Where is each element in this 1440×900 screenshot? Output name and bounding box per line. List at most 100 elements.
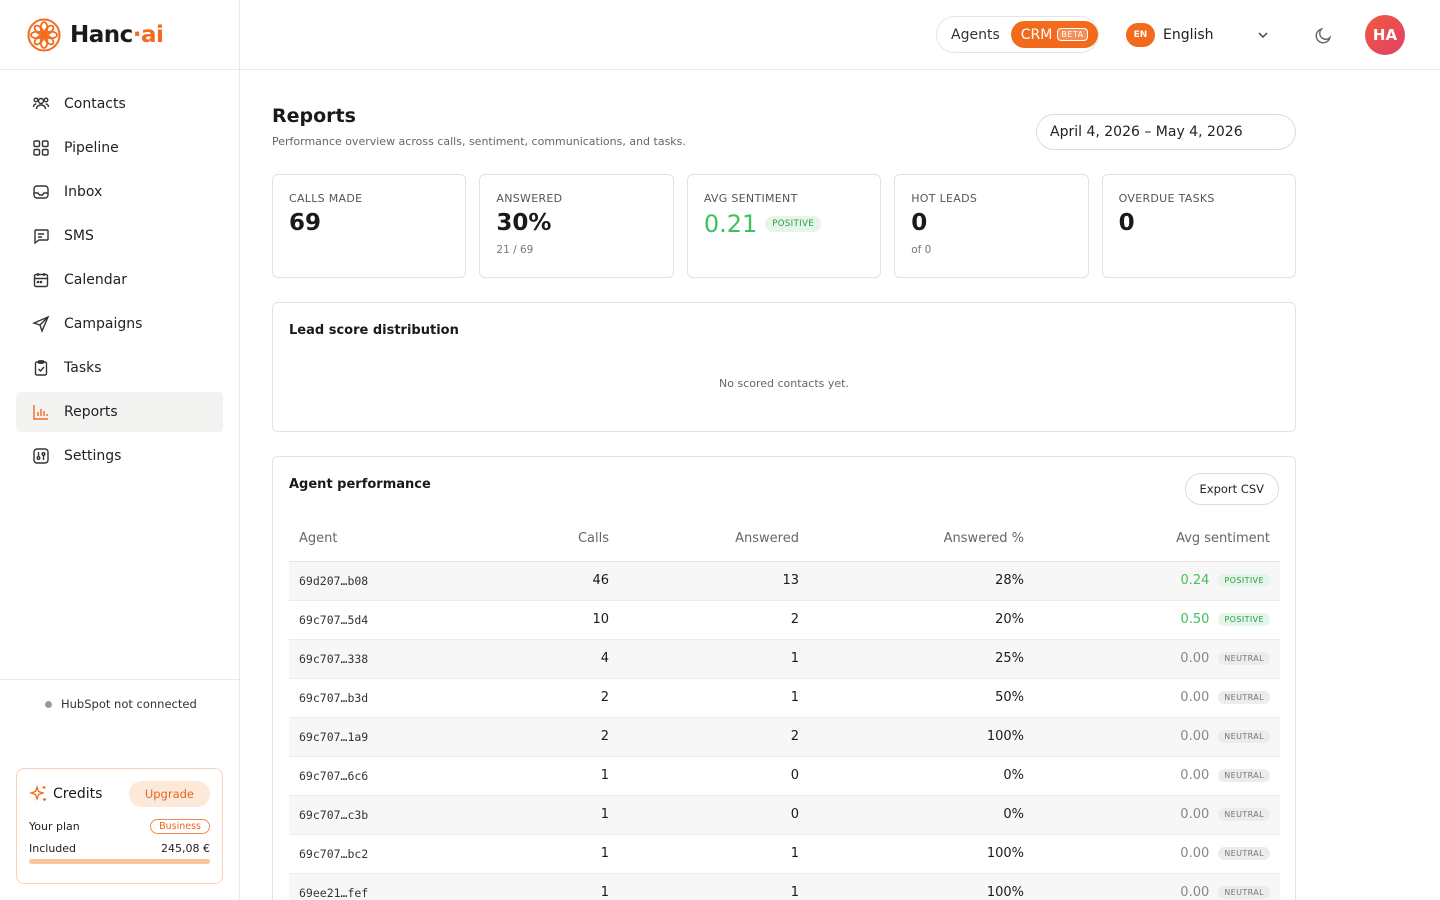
sentiment-value: 0.50 <box>1180 612 1210 627</box>
campaigns-icon <box>32 315 50 333</box>
column-header-agent[interactable]: Agent <box>289 517 489 562</box>
included-label: Included <box>29 842 77 855</box>
sentiment-value: 0.24 <box>1180 573 1210 588</box>
brand[interactable]: Hanc·ai <box>0 0 239 70</box>
stat-value: 0 <box>911 210 928 236</box>
sidebar-item-label: Campaigns <box>64 316 143 332</box>
brand-dot: · <box>132 21 142 48</box>
calls-cell: 1 <box>489 834 619 874</box>
table-row[interactable]: 69c707…338 4 1 25% 0.00 NEUTRAL <box>289 639 1280 679</box>
sidebar-item-label: SMS <box>64 228 94 244</box>
sidebar-item-contacts[interactable]: Contacts <box>16 84 223 124</box>
moon-icon[interactable] <box>1313 25 1334 46</box>
language-selector[interactable]: EN English <box>1126 23 1214 47</box>
export-csv-button[interactable]: Export CSV <box>1184 473 1279 505</box>
sentiment-badge: NEUTRAL <box>1218 769 1270 782</box>
stat-label: OVERDUE TASKS <box>1118 192 1215 205</box>
sidebar-item-campaigns[interactable]: Campaigns <box>16 304 223 344</box>
answered-cell: 1 <box>619 639 809 679</box>
mode-crm-button[interactable]: CRM BETA <box>1010 21 1098 48</box>
stat-label: CALLS MADE <box>289 192 363 205</box>
answered-cell: 1 <box>619 678 809 718</box>
sidebar-item-tasks[interactable]: Tasks <box>16 348 223 388</box>
included-value: 245,08 € <box>161 842 210 855</box>
sidebar-item-settings[interactable]: Settings <box>16 436 223 476</box>
sidebar-item-reports[interactable]: Reports <box>16 392 223 432</box>
column-header-answered[interactable]: Answered <box>619 517 809 562</box>
stat-value: 0 <box>1118 210 1135 236</box>
calls-cell: 1 <box>489 873 619 900</box>
answered-cell: 1 <box>619 834 809 874</box>
credits-title-text: Credits <box>53 786 103 802</box>
credits-title: Credits <box>29 784 102 804</box>
agent-id-cell: 69c707…338 <box>289 639 489 679</box>
brand-name-part2: ai <box>141 21 164 48</box>
avatar[interactable]: HA <box>1365 15 1405 55</box>
chevron-down-icon[interactable] <box>1256 28 1270 42</box>
stat-answered: ANSWERED 30% 21 / 69 <box>479 174 674 278</box>
answered-cell: 1 <box>619 873 809 900</box>
credits-usage-fill <box>29 859 210 864</box>
sidebar-item-inbox[interactable]: Inbox <box>16 172 223 212</box>
sentiment-badge: POSITIVE <box>1218 613 1270 626</box>
answered-pct-cell: 100% <box>809 834 1034 874</box>
sentiment-value: 0.00 <box>1180 690 1210 705</box>
sidebar-item-sms[interactable]: SMS <box>16 216 223 256</box>
sidebar-item-calendar[interactable]: Calendar <box>16 260 223 300</box>
answered-pct-cell: 100% <box>809 873 1034 900</box>
settings-icon <box>33 448 49 464</box>
brand-name-part1: Hanc <box>70 21 133 48</box>
table-row[interactable]: 69c707…bc2 1 1 100% 0.00 NEUTRAL <box>289 834 1280 874</box>
avg-sentiment-cell: 0.00 NEUTRAL <box>1034 834 1280 874</box>
sidebar: Hanc·ai Contacts Pipeline Inbox SMS Cale… <box>0 0 240 900</box>
table-row[interactable]: 69d207…b08 46 13 28% 0.24 POSITIVE <box>289 561 1280 601</box>
sidebar-item-label: Settings <box>64 448 122 464</box>
column-header-avg-sentiment[interactable]: Avg sentiment <box>1034 517 1280 562</box>
sms-icon <box>34 229 49 245</box>
lead-score-card: Lead score distribution No scored contac… <box>272 302 1296 432</box>
table-row[interactable]: 69c707…6c6 1 0 0% 0.00 NEUTRAL <box>289 756 1280 796</box>
calls-cell: 10 <box>489 600 619 640</box>
calls-cell: 1 <box>489 756 619 796</box>
column-header-calls[interactable]: Calls <box>489 517 619 562</box>
table-row[interactable]: 69ee21…fef 1 1 100% 0.00 NEUTRAL <box>289 873 1280 900</box>
agent-id-cell: 69c707…6c6 <box>289 756 489 796</box>
avg-sentiment-cell: 0.00 NEUTRAL <box>1034 873 1280 900</box>
stat-calls-made: CALLS MADE 69 <box>272 174 467 278</box>
mode-agents-button[interactable]: Agents <box>951 26 1000 43</box>
card-title: Lead score distribution <box>289 323 459 338</box>
table-row[interactable]: 69c707…b3d 2 1 50% 0.00 NEUTRAL <box>289 678 1280 718</box>
sparkle-icon <box>29 784 46 802</box>
answered-pct-cell: 25% <box>809 639 1034 679</box>
date-range-picker[interactable]: April 4, 2026 – May 4, 2026 <box>1036 114 1296 150</box>
topbar: Agents CRM BETA EN English HA <box>240 0 1440 70</box>
plan-label: Your plan <box>29 820 80 833</box>
sentiment-badge: NEUTRAL <box>1218 808 1270 821</box>
table-row[interactable]: 69c707…1a9 2 2 100% 0.00 NEUTRAL <box>289 717 1280 757</box>
sentiment-badge: NEUTRAL <box>1218 691 1270 704</box>
credits-usage-bar <box>29 859 210 864</box>
answered-pct-cell: 50% <box>809 678 1034 718</box>
stats-row: CALLS MADE 69 ANSWERED 30% 21 / 69 AVG S… <box>272 174 1297 278</box>
table-row[interactable]: 69c707…c3b 1 0 0% 0.00 NEUTRAL <box>289 795 1280 835</box>
language-name: English <box>1163 27 1214 43</box>
sentiment-badge: NEUTRAL <box>1218 847 1270 860</box>
status-dot-icon <box>45 700 52 708</box>
brand-name: Hanc·ai <box>70 21 164 48</box>
column-header-answered-pct[interactable]: Answered % <box>809 517 1034 562</box>
sentiment-value: 0.00 <box>1180 846 1210 861</box>
language-code-badge: EN <box>1126 23 1155 47</box>
stat-sub: of 0 <box>911 244 932 256</box>
avg-sentiment-cell: 0.50 POSITIVE <box>1034 600 1280 640</box>
agent-id-cell: 69ee21…fef <box>289 873 489 900</box>
sidebar-item-pipeline[interactable]: Pipeline <box>16 128 223 168</box>
sidebar-nav: Contacts Pipeline Inbox SMS Calendar Cam… <box>0 70 239 476</box>
calls-cell: 1 <box>489 795 619 835</box>
calendar-icon <box>33 273 49 288</box>
calls-cell: 46 <box>489 561 619 601</box>
answered-cell: 13 <box>619 561 809 601</box>
tasks-icon <box>34 360 48 376</box>
table-row[interactable]: 69c707…5d4 10 2 20% 0.50 POSITIVE <box>289 600 1280 640</box>
upgrade-button[interactable]: Upgrade <box>128 781 210 807</box>
stat-hot-leads: HOT LEADS 0 of 0 <box>894 174 1089 278</box>
